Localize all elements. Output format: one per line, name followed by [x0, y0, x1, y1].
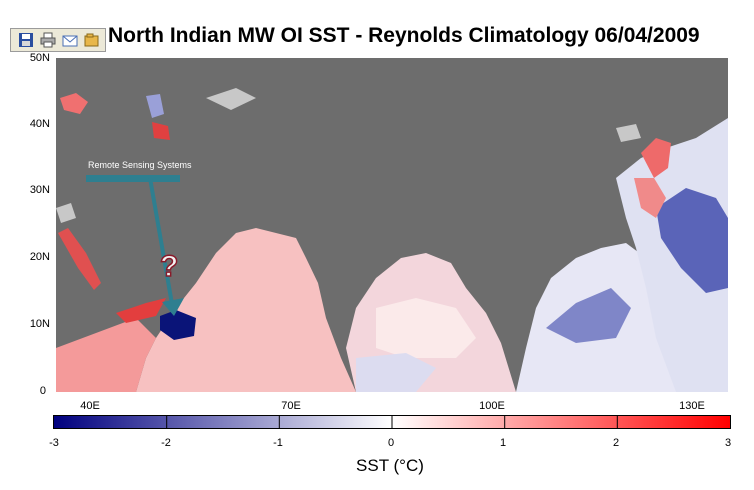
y-tick-label: 40N: [29, 118, 50, 130]
y-tick-label: 20N: [29, 251, 50, 263]
email-icon[interactable]: [61, 31, 79, 49]
colorbar-tick-label: 0: [387, 437, 395, 449]
x-tick-label: 130E: [679, 400, 705, 412]
colorbar: [53, 415, 731, 429]
save-icon[interactable]: [17, 31, 35, 49]
colorbar-tick-label: -1: [273, 437, 283, 449]
colorbar-tick-label: -3: [49, 437, 59, 449]
image-toolbar: [10, 28, 106, 52]
print-icon[interactable]: [39, 31, 57, 49]
x-tick-label: 100E: [479, 400, 505, 412]
x-tick-label: 40E: [80, 400, 100, 412]
open-folder-icon[interactable]: [83, 31, 101, 49]
question-mark-annotation: ?: [160, 250, 178, 283]
rss-watermark: Remote Sensing Systems: [88, 160, 192, 170]
colorbar-tick-label: -2: [161, 437, 171, 449]
colorbar-tick-label: 3: [724, 437, 732, 449]
map-title: North Indian MW OI SST - Reynolds Climat…: [108, 24, 700, 47]
x-tick-label: 70E: [281, 400, 301, 412]
sst-anomaly-map: ?: [56, 58, 728, 392]
colorbar-title: SST (°C): [356, 456, 424, 475]
y-tick-label: 30N: [29, 184, 50, 196]
y-tick-label: 0: [39, 385, 46, 397]
y-tick-label: 50N: [29, 52, 50, 64]
colorbar-tick-label: 1: [499, 437, 507, 449]
y-tick-label: 10N: [29, 318, 50, 330]
colorbar-tick-label: 2: [612, 437, 620, 449]
